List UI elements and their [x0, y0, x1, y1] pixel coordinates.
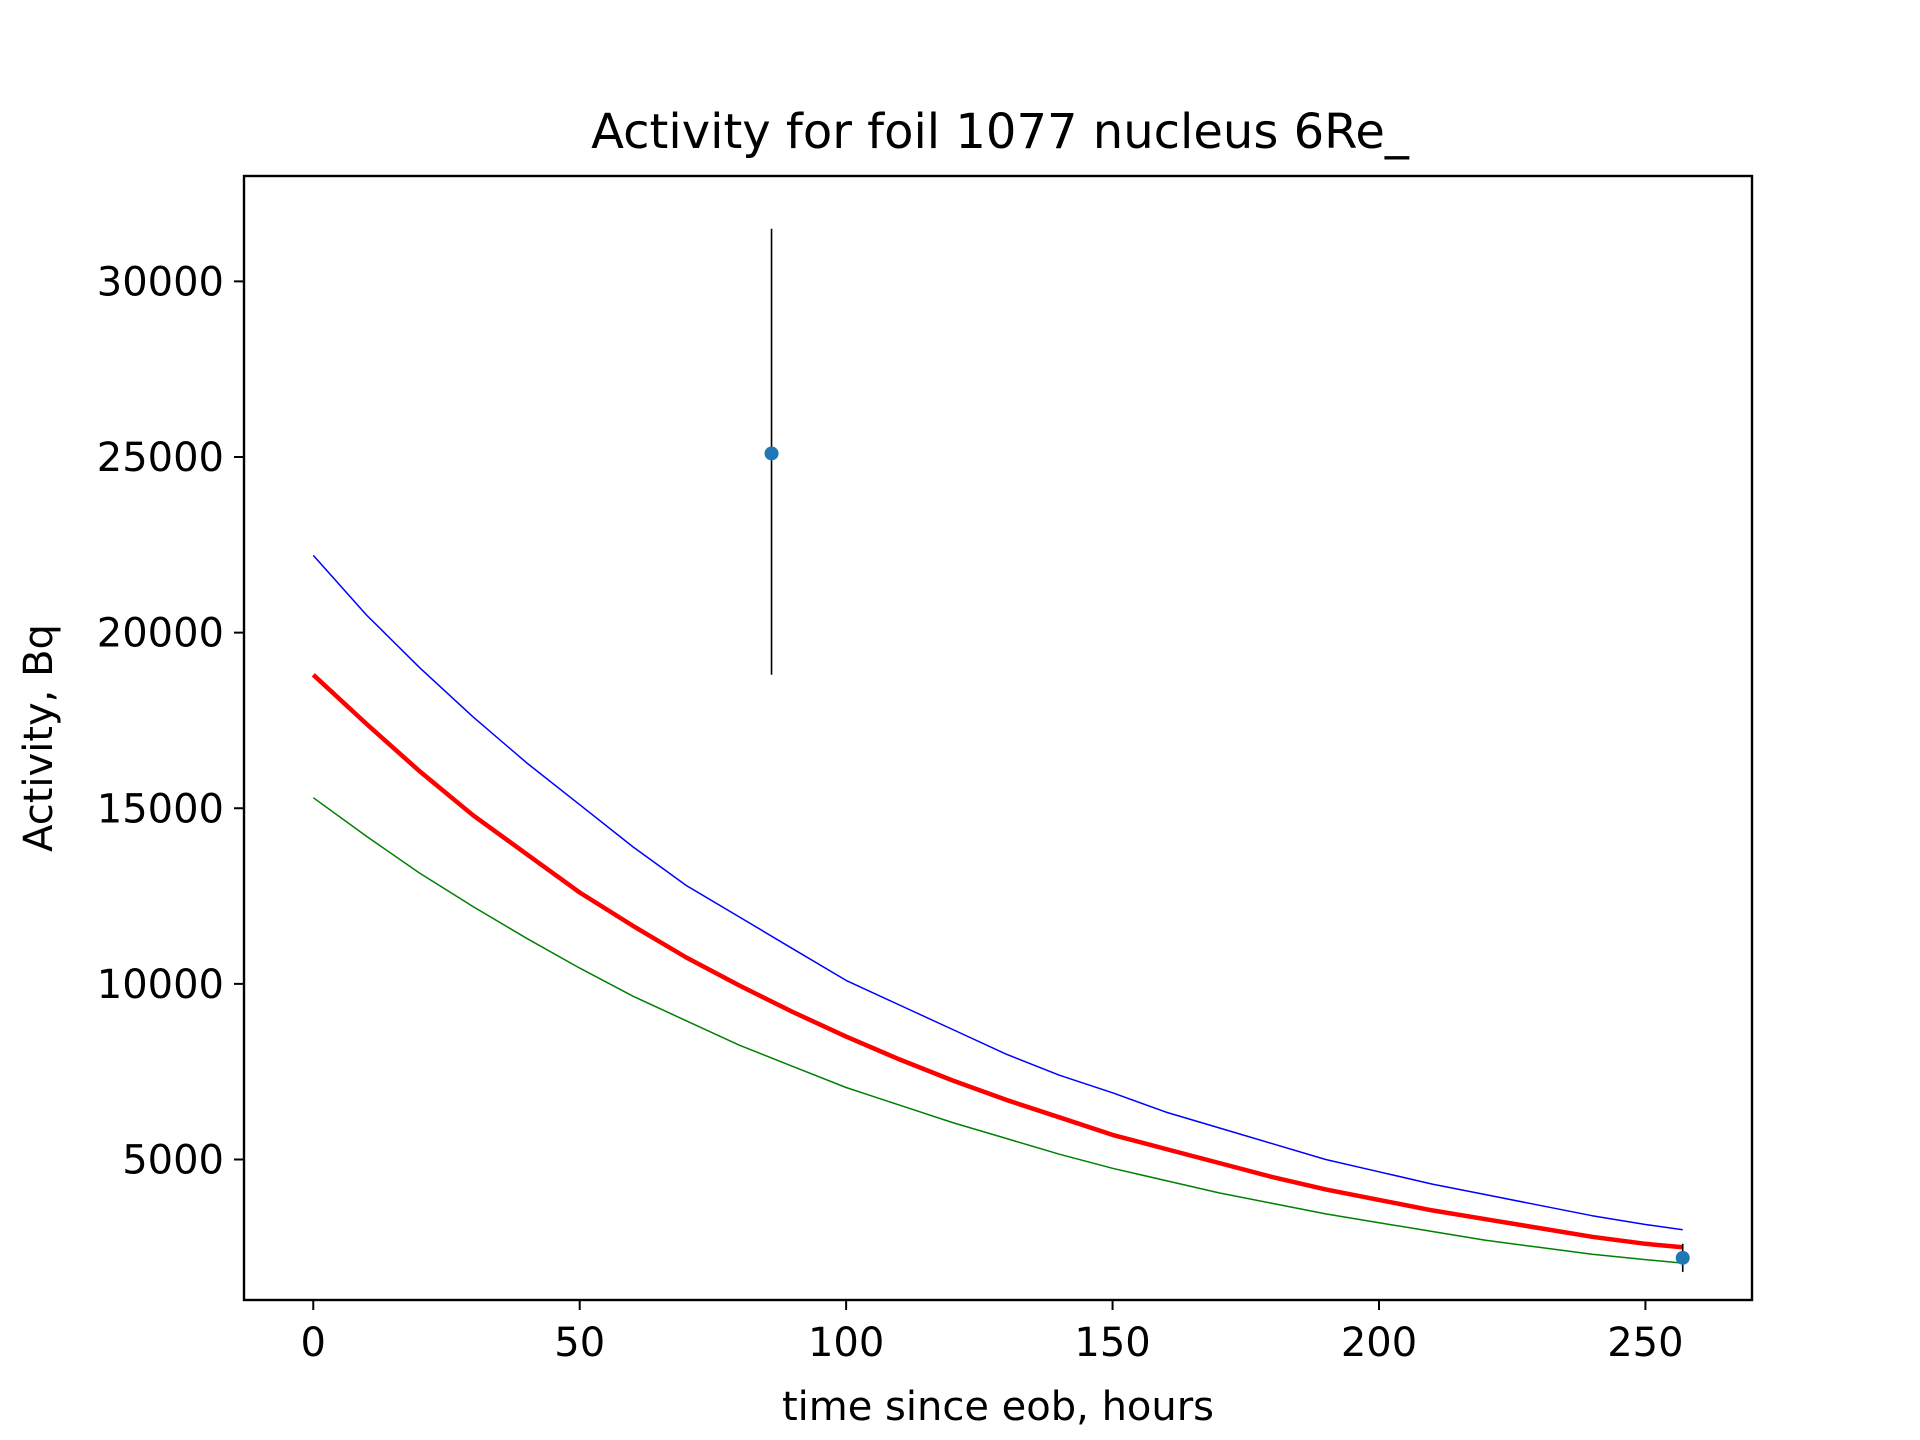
y-tick-label: 5000 [122, 1138, 224, 1184]
x-tick-label: 250 [1607, 1320, 1683, 1366]
fit-curve-1 [311, 673, 1683, 1250]
y-tick-label: 25000 [97, 435, 224, 481]
data-point-0 [764, 446, 779, 461]
chart-title: Activity for foil 1077 nucleus 6Re_ [591, 104, 1410, 160]
x-tick-label: 50 [554, 1320, 605, 1366]
x-tick-label: 150 [1074, 1320, 1150, 1366]
data-point-1 [1675, 1250, 1690, 1265]
y-tick-label: 15000 [97, 786, 224, 832]
y-axis-label: Activity, Bq [16, 624, 62, 852]
fit-curve-2 [312, 797, 1683, 1264]
plot-frame [242, 174, 1754, 1302]
plot-layer [311, 228, 1690, 1272]
x-tick-label: 100 [808, 1320, 884, 1366]
y-axis: 5000 10000 15000 20000 25000 30000 [97, 259, 244, 1184]
x-axis: 0 50 100 150 200 250 [301, 1300, 1684, 1366]
x-tick-label: 200 [1341, 1320, 1417, 1366]
y-tick-label: 10000 [97, 962, 224, 1008]
x-axis-label: time since eob, hours [782, 1384, 1214, 1430]
y-tick-label: 30000 [97, 259, 224, 305]
fit-curve-0 [312, 554, 1683, 1231]
x-tick-label: 0 [301, 1320, 326, 1366]
y-tick-label: 20000 [97, 611, 224, 657]
